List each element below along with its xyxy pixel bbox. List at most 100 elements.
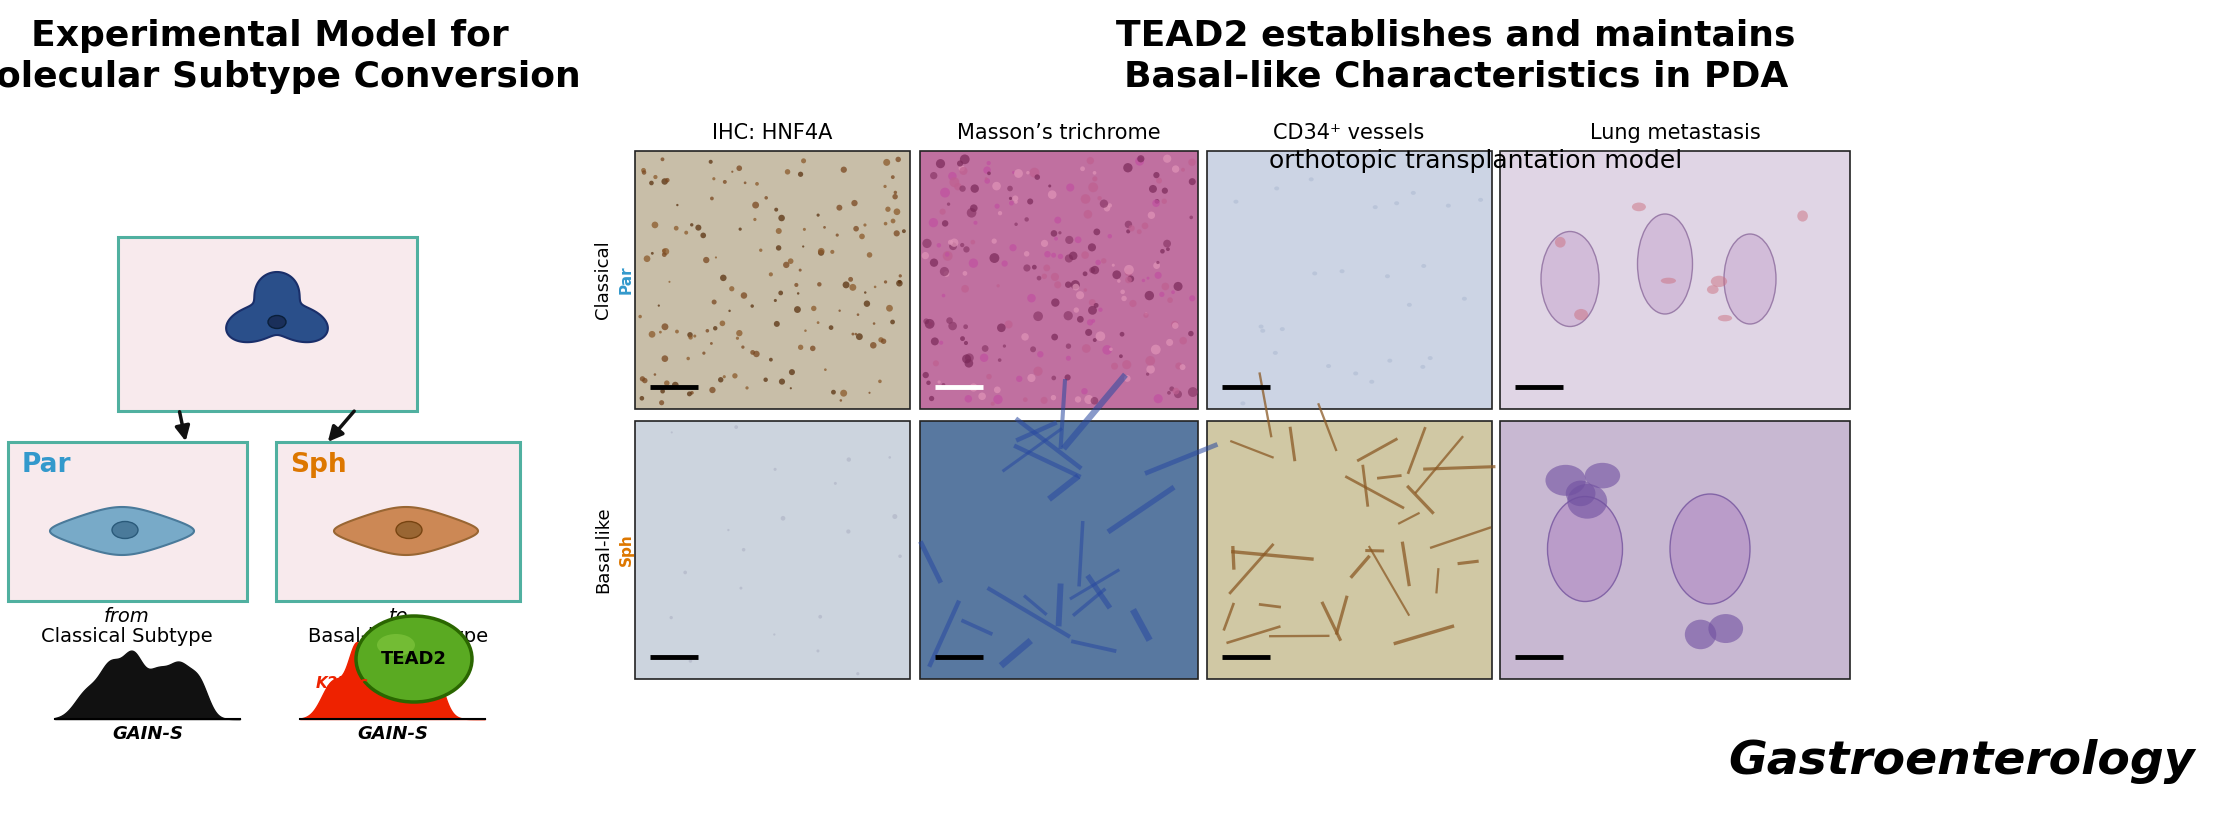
Ellipse shape [640,396,644,400]
Ellipse shape [690,223,693,227]
Ellipse shape [1129,225,1135,232]
Ellipse shape [1421,264,1425,268]
Ellipse shape [686,392,693,396]
Ellipse shape [1027,199,1033,205]
Ellipse shape [890,219,896,223]
Ellipse shape [653,175,657,180]
Ellipse shape [885,206,890,212]
Ellipse shape [1711,276,1726,287]
Ellipse shape [657,305,659,307]
Ellipse shape [1173,388,1180,394]
Ellipse shape [879,379,881,383]
Ellipse shape [1093,176,1098,181]
Ellipse shape [713,300,717,305]
Ellipse shape [1067,356,1071,361]
Ellipse shape [684,571,686,574]
Ellipse shape [1002,260,1007,267]
Ellipse shape [1073,307,1080,313]
Text: TEAD2 establishes and maintains
Basal-like Characteristics in PDA: TEAD2 establishes and maintains Basal-li… [1115,19,1795,94]
Ellipse shape [1162,188,1168,194]
Ellipse shape [1071,280,1080,289]
Ellipse shape [1042,274,1047,279]
Ellipse shape [775,321,779,327]
Ellipse shape [1567,481,1596,506]
Ellipse shape [1078,316,1084,323]
Ellipse shape [1124,265,1133,274]
Ellipse shape [1042,264,1051,271]
Ellipse shape [852,332,854,336]
Ellipse shape [898,555,901,558]
Ellipse shape [113,522,137,539]
Ellipse shape [947,240,954,245]
Ellipse shape [839,310,841,312]
Ellipse shape [828,326,834,330]
Ellipse shape [684,231,688,235]
Ellipse shape [819,248,825,254]
Ellipse shape [929,258,938,267]
Ellipse shape [1259,325,1264,329]
Ellipse shape [879,337,883,342]
Ellipse shape [932,337,938,346]
Ellipse shape [1171,320,1177,328]
Ellipse shape [892,194,898,200]
Ellipse shape [728,286,735,291]
Ellipse shape [1080,194,1091,204]
Ellipse shape [1124,221,1133,228]
Ellipse shape [1067,184,1073,191]
Ellipse shape [752,201,759,209]
Ellipse shape [724,180,726,184]
Ellipse shape [713,177,715,180]
Ellipse shape [927,381,932,385]
Ellipse shape [1339,269,1346,274]
Text: GAIN-S: GAIN-S [356,725,427,743]
Ellipse shape [1144,313,1149,318]
Ellipse shape [1188,331,1193,336]
Ellipse shape [741,346,744,349]
Ellipse shape [1153,263,1160,269]
Ellipse shape [1084,395,1093,404]
Ellipse shape [1091,266,1100,274]
Ellipse shape [1027,171,1029,175]
Ellipse shape [1084,289,1087,292]
Ellipse shape [859,233,865,239]
Ellipse shape [947,172,956,180]
Ellipse shape [1091,319,1095,323]
Ellipse shape [666,178,671,182]
Ellipse shape [1051,334,1058,341]
Ellipse shape [713,326,717,331]
Ellipse shape [693,335,697,337]
Ellipse shape [872,322,876,325]
Ellipse shape [803,228,806,231]
Ellipse shape [737,165,741,171]
Ellipse shape [965,341,967,345]
Ellipse shape [728,529,730,531]
Ellipse shape [810,305,817,311]
Ellipse shape [947,202,949,206]
Ellipse shape [874,285,876,288]
Ellipse shape [1029,168,1040,178]
Ellipse shape [1180,364,1186,370]
Ellipse shape [1164,154,1171,163]
Ellipse shape [936,159,945,169]
Ellipse shape [1239,401,1246,405]
Ellipse shape [1064,311,1073,320]
Ellipse shape [1445,204,1452,208]
Ellipse shape [733,373,737,378]
Ellipse shape [1352,372,1359,375]
Ellipse shape [706,329,708,332]
Ellipse shape [887,456,892,459]
Ellipse shape [642,378,648,383]
Ellipse shape [941,267,949,276]
Ellipse shape [1233,200,1239,204]
Ellipse shape [1051,253,1056,258]
Ellipse shape [817,321,819,324]
Ellipse shape [739,586,741,590]
Ellipse shape [958,165,965,171]
Ellipse shape [1129,300,1137,307]
Ellipse shape [637,315,642,318]
Ellipse shape [799,268,801,272]
Ellipse shape [985,177,987,180]
Ellipse shape [1171,290,1175,294]
Ellipse shape [881,338,885,344]
Ellipse shape [1051,299,1060,307]
